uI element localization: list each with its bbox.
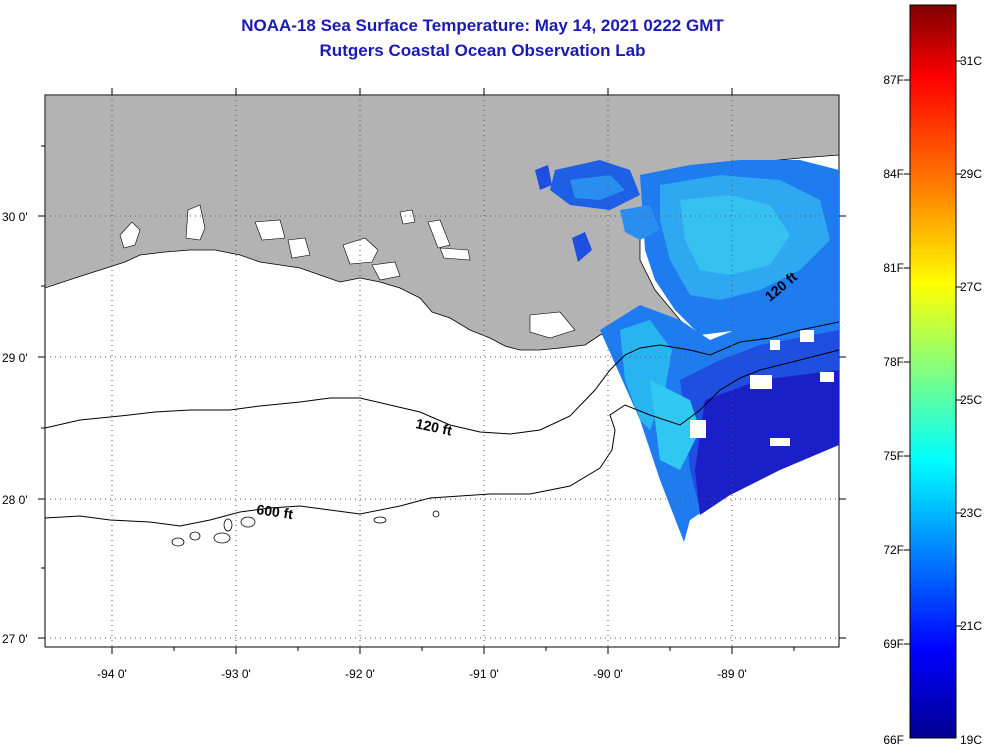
map-grid: [45, 95, 839, 647]
lat-label: 30 0': [2, 210, 28, 224]
celsius-label: 29C: [960, 167, 982, 181]
fahrenheit-label: 81F: [883, 261, 904, 275]
fahrenheit-label: 84F: [883, 167, 904, 181]
lat-label: 29 0': [2, 351, 28, 365]
contour-600ft: [45, 349, 839, 527]
celsius-label: 27C: [960, 280, 982, 294]
celsius-label: 23C: [960, 506, 982, 520]
lat-label: 27 0': [2, 632, 28, 646]
fahrenheit-label: 69F: [883, 637, 904, 651]
fahrenheit-label: 66F: [883, 733, 904, 747]
celsius-label: 25C: [960, 393, 982, 407]
map-subtitle: Rutgers Coastal Ocean Observation Lab: [319, 41, 646, 60]
contour-label-600ft: 600 ft: [256, 501, 295, 522]
fahrenheit-label: 75F: [883, 449, 904, 463]
contour-120ft: [45, 321, 839, 435]
lon-label: -89 0': [717, 667, 747, 681]
fahrenheit-label: 87F: [883, 73, 904, 87]
lon-label: -91 0': [469, 667, 499, 681]
celsius-label: 19C: [960, 733, 982, 747]
lon-label: -90 0': [593, 667, 623, 681]
sst-swath: [535, 160, 839, 542]
colorbar-ticks: [904, 60, 962, 645]
fahrenheit-label: 72F: [883, 543, 904, 557]
lakes: [119, 204, 576, 339]
celsius-label: 31C: [960, 54, 982, 68]
lat-label: 28 0': [2, 493, 28, 507]
colorbar: [909, 4, 957, 739]
lon-label: -94 0': [97, 667, 127, 681]
cloud-gaps: [690, 330, 834, 446]
axis-ticks: [38, 88, 846, 654]
fahrenheit-label: 78F: [883, 355, 904, 369]
lon-label: -92 0': [345, 667, 375, 681]
map-title: NOAA-18 Sea Surface Temperature: May 14,…: [241, 16, 724, 35]
lon-label: -93 0': [221, 667, 251, 681]
contour-islands: [171, 510, 440, 547]
contour-label-120ft: 120 ft: [414, 415, 453, 438]
celsius-label: 21C: [960, 619, 982, 633]
